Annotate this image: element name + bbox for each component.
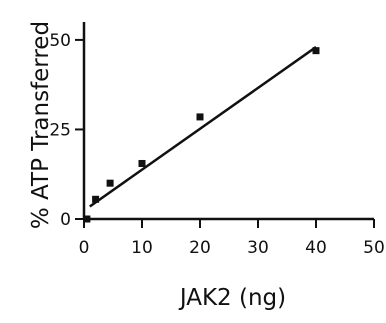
y-tick-label: 50	[49, 31, 71, 51]
fit-line-group	[89, 46, 317, 208]
data-point	[92, 195, 100, 203]
x-tick-label: 40	[305, 238, 327, 258]
x-tick-label: 20	[189, 238, 211, 258]
data-points	[83, 47, 320, 223]
x-tick-label: 0	[79, 238, 90, 258]
y-tick-label: 25	[49, 120, 71, 140]
x-tick-label: 50	[363, 238, 385, 258]
y-tick-label: 0	[60, 210, 71, 230]
y-axis-title: % ATP Transferred	[28, 21, 54, 229]
axes: 0 10 20 30 40 50 0 25 50	[49, 22, 385, 258]
x-tick-label: 30	[247, 238, 269, 258]
data-point	[196, 113, 204, 121]
data-point	[83, 215, 91, 223]
x-tick-label: 10	[131, 238, 153, 258]
data-point	[138, 159, 146, 167]
data-point	[106, 179, 114, 187]
fit-line	[89, 46, 317, 208]
x-axis-title: JAK2 (ng)	[178, 285, 286, 311]
data-point	[312, 47, 320, 55]
